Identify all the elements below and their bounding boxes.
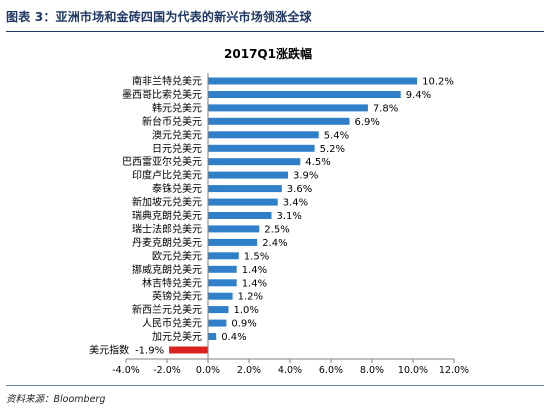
category-label-2: 韩元兑美元	[152, 101, 202, 114]
bar-3	[208, 117, 350, 125]
value-label-9: 3.4%	[283, 198, 308, 209]
value-label-1: 9.4%	[406, 90, 431, 101]
bar-4	[208, 131, 319, 139]
chart-title: 2017Q1涨跌幅	[224, 46, 312, 61]
bar-7	[208, 171, 288, 179]
category-label-18: 人民币兑美元	[142, 317, 202, 330]
category-label-12: 丹麦克朗兑美元	[132, 236, 202, 249]
category-label-5: 日元兑美元	[152, 142, 202, 155]
bar-11	[208, 225, 260, 233]
category-label-8: 泰铢兑美元	[152, 182, 202, 195]
value-label-19: 0.4%	[221, 332, 246, 343]
value-label-8: 3.6%	[287, 184, 312, 195]
bar-12	[208, 238, 258, 246]
x-tick-label-2: 0.0%	[196, 365, 220, 376]
bars-group	[169, 77, 418, 354]
bar-14	[208, 265, 237, 273]
category-label-19: 加元兑美元	[152, 330, 202, 343]
value-label-14: 1.4%	[242, 265, 267, 276]
x-tick-label-3: 2.0%	[237, 365, 261, 376]
bar-18	[208, 319, 227, 327]
bar-6	[208, 158, 301, 166]
x-axis: -4.0% -2.0% 0.0% 2.0% 4.0% 6.0% 8.0% 10.0% 12.0%	[112, 73, 469, 376]
bar-5	[208, 144, 315, 152]
value-label-3: 6.9%	[355, 117, 380, 128]
category-label-10: 瑞典克朗兑美元	[132, 209, 202, 222]
x-tick-label-0: -4.0%	[112, 365, 140, 376]
category-label-14: 挪威克朗兑美元	[132, 263, 202, 276]
category-label-11: 瑞士法郎兑美元	[132, 222, 202, 235]
category-label-1: 墨西哥比索兑美元	[122, 88, 202, 101]
value-label-15: 1.4%	[242, 278, 267, 289]
category-label-13: 欧元兑美元	[152, 249, 202, 262]
x-tick-label-8: 12.0%	[439, 365, 469, 376]
value-label-18: 0.9%	[231, 319, 256, 330]
value-label-20: -1.9%	[135, 346, 164, 357]
x-tick-label-5: 6.0%	[319, 365, 343, 376]
bar-16	[208, 292, 233, 300]
bar-0	[208, 77, 418, 85]
category-label-0: 南非兰特兑美元	[132, 75, 202, 88]
value-label-17: 1.0%	[234, 305, 259, 316]
category-label-6: 巴西雷亚尔兑美元	[122, 155, 202, 168]
bar-2	[208, 104, 368, 112]
category-label-3: 新台币兑美元	[142, 115, 202, 128]
bar-13	[208, 252, 239, 260]
category-label-7: 印度卢比兑美元	[132, 169, 202, 182]
bar-8	[208, 185, 282, 193]
title-rule	[6, 31, 544, 32]
footer-rule	[6, 385, 544, 386]
source-note: 资料来源：Bloomberg	[6, 394, 106, 405]
category-label-17: 新西兰元兑美元	[132, 303, 202, 316]
value-label-11: 2.5%	[264, 224, 289, 235]
bar-15	[208, 279, 237, 287]
x-tick-label-6: 8.0%	[360, 365, 384, 376]
value-label-5: 5.2%	[320, 144, 345, 155]
category-label-4: 澳元兑美元	[152, 128, 202, 141]
value-label-16: 1.2%	[238, 292, 263, 303]
x-tick-label-1: -2.0%	[153, 365, 181, 376]
x-tick-label-7: 10.0%	[398, 365, 428, 376]
category-label-15: 林吉特兑美元	[142, 276, 202, 289]
figure-title: 图表 3：亚洲市场和金砖四国为代表的新兴市场领涨全球	[6, 10, 312, 24]
category-label-16: 英镑兑美元	[152, 290, 202, 303]
value-label-2: 7.8%	[373, 103, 398, 114]
value-label-12: 2.4%	[262, 238, 287, 249]
value-label-7: 3.9%	[293, 171, 318, 182]
bar-1	[208, 91, 401, 98]
value-label-0: 10.2%	[422, 77, 454, 88]
category-label-9: 新加坡元兑美元	[132, 196, 202, 209]
bar-10	[208, 212, 272, 219]
x-tick-label-4: 4.0%	[278, 365, 302, 376]
value-labels: 10.2% 9.4% 7.8% 6.9% 5.4% 5.2% 4.5% 3.9% 3.6% 3.4…	[135, 77, 454, 357]
bar-19	[208, 333, 217, 340]
bar-17	[208, 306, 229, 314]
category-label-20: 美元指数	[89, 344, 129, 357]
category-labels: 南非兰特兑美元墨西哥比索兑美元韩元兑美元新台币兑美元澳元兑美元日元兑美元巴西雷亚…	[89, 75, 202, 357]
value-label-6: 4.5%	[305, 157, 330, 168]
bar-9	[208, 198, 278, 206]
bar-20	[169, 346, 208, 354]
value-label-13: 1.5%	[244, 251, 269, 262]
value-label-10: 3.1%	[277, 211, 302, 222]
value-label-4: 5.4%	[324, 130, 349, 141]
